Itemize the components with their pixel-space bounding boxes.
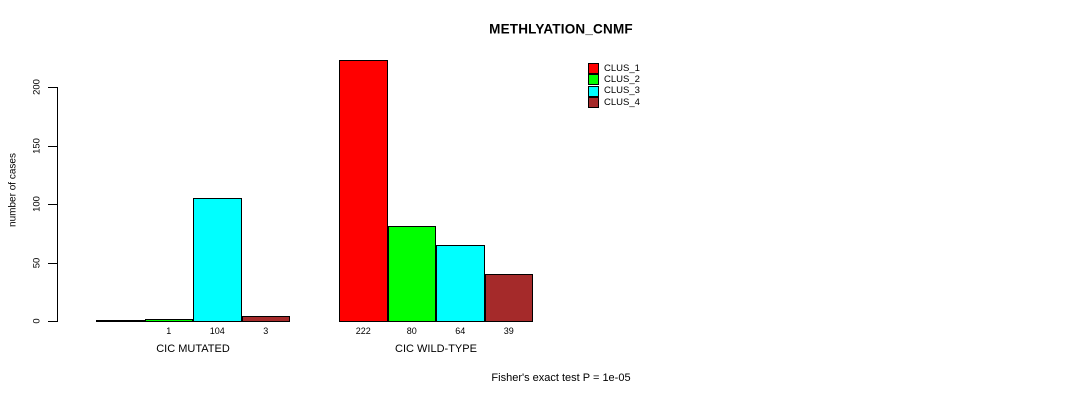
bar-label-cic-mutated-clus-2: 1 [166,326,172,336]
legend-label-clus-1: CLUS_1 [604,62,640,74]
bar-label-cic-mutated-clus-3: 104 [209,326,225,336]
legend-label-clus-3: CLUS_3 [604,85,640,97]
bar-cic-mutated-clus-3 [193,198,242,322]
legend-swatch-clus-1 [588,63,599,75]
bar-cic-wild-type-clus-4 [484,274,533,322]
y-tick-0 [48,321,57,322]
legend-swatch-clus-3 [588,85,599,97]
y-tick-label-150: 150 [31,137,43,154]
y-tick-150 [48,145,57,147]
x-category-label-cic-mutated: CIC MUTATED [156,342,230,355]
y-tick-100 [48,204,57,205]
legend-swatch-clus-4 [588,97,599,109]
legend-item-clus-4: CLUS_4 [588,96,640,109]
y-tick-label-0: 0 [31,318,43,324]
bar-label-cic-wild-type-clus-2: 80 [406,326,417,336]
fisher-test-annotation: Fisher's exact test P = 1e-05 [491,372,631,384]
legend-item-clus-3: CLUS_3 [588,85,640,97]
bar-label-cic-wild-type-clus-1: 222 [355,326,371,336]
chart-title: METHLYATION_CNMF [489,21,633,37]
legend-item-clus-1: CLUS_1 [588,62,640,75]
bar-cic-mutated-clus-2 [144,318,193,322]
bar-label-cic-wild-type-clus-4: 39 [503,326,514,336]
bar-cic-wild-type-clus-3 [436,245,485,322]
legend-label-clus-4: CLUS_4 [604,96,640,108]
y-tick-label-100: 100 [31,196,43,212]
y-axis-label: number of cases [7,153,19,227]
y-axis-line [57,87,58,322]
y-tick-label-50: 50 [31,257,43,268]
y-tick-label-200: 200 [31,79,43,95]
legend: CLUS_1 CLUS_2 CLUS_3 CLUS_4 [588,62,640,109]
bar-cic-wild-type-clus-1 [339,60,388,322]
bar-label-cic-wild-type-clus-3: 64 [455,326,466,336]
legend-label-clus-2: CLUS_2 [604,74,640,86]
bar-label-cic-mutated-clus-4: 3 [263,326,269,336]
legend-swatch-clus-2 [588,74,599,86]
legend-item-clus-2: CLUS_2 [588,74,640,86]
y-tick-200 [48,87,57,88]
bar-cic-mutated-clus-1 [96,320,145,322]
x-category-label-cic-wild-type: CIC WILD-TYPE [395,342,477,355]
bar-cic-mutated-clus-4 [241,316,290,322]
y-tick-50 [48,262,57,264]
bar-cic-wild-type-clus-2 [387,226,436,322]
